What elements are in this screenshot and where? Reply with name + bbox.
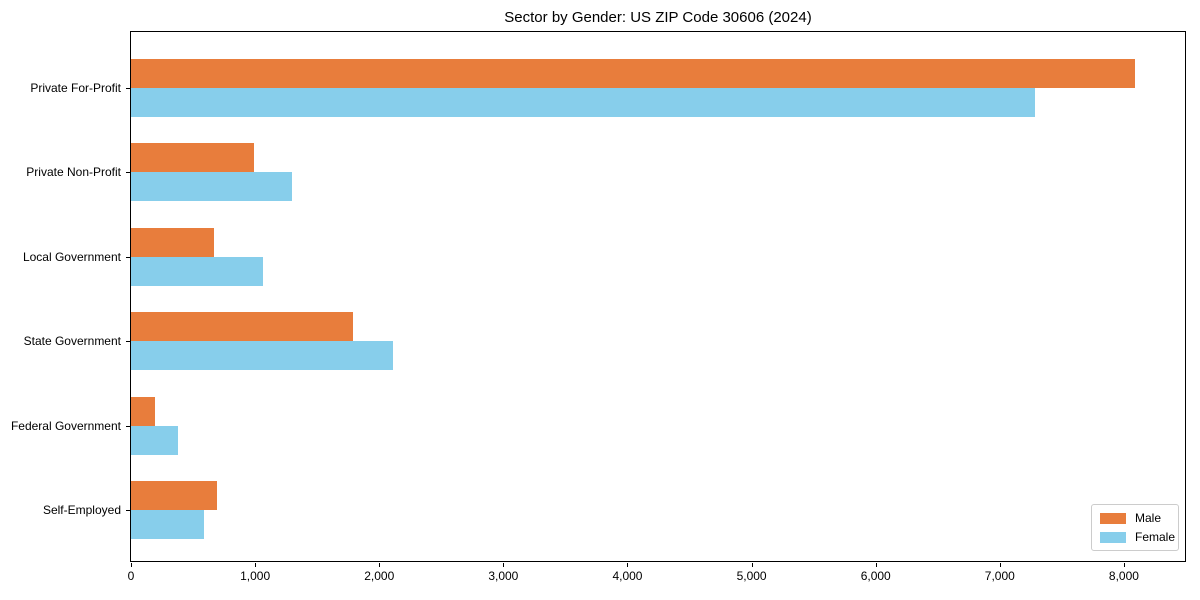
x-tick-mark bbox=[503, 563, 504, 567]
bar-female-federal-government bbox=[131, 425, 178, 455]
legend-swatch-male-icon bbox=[1100, 512, 1126, 524]
y-axis-label-federal-government: Federal Government bbox=[10, 418, 121, 433]
bar-female-local-government bbox=[131, 256, 263, 286]
legend-label-female: Female bbox=[1135, 530, 1176, 544]
y-tick-mark bbox=[126, 341, 130, 342]
x-tick-mark bbox=[627, 563, 628, 567]
chart-title: Sector by Gender: US ZIP Code 30606 (202… bbox=[504, 9, 812, 26]
legend-item-female: Female bbox=[1100, 530, 1175, 544]
x-axis-tick-label: 5,000 bbox=[736, 569, 767, 583]
x-axis-tick-label: 3,000 bbox=[488, 569, 519, 583]
y-tick-mark bbox=[126, 88, 130, 89]
bar-male-federal-government bbox=[131, 396, 155, 426]
y-axis-label-local-government: Local Government bbox=[22, 249, 121, 264]
x-axis-tick-label: 1,000 bbox=[240, 569, 271, 583]
x-axis-tick-label: 2,000 bbox=[364, 569, 395, 583]
x-tick-mark bbox=[752, 563, 753, 567]
y-axis-label-state-government: State Government bbox=[23, 334, 121, 349]
x-tick-mark bbox=[131, 563, 132, 567]
x-axis-tick-label: 4,000 bbox=[612, 569, 643, 583]
x-tick-mark bbox=[1000, 563, 1001, 567]
x-tick-mark bbox=[876, 563, 877, 567]
legend-swatch-female-icon bbox=[1100, 531, 1126, 543]
bar-female-self-employed bbox=[131, 510, 204, 539]
bar-male-private-non-profit bbox=[131, 143, 254, 173]
x-axis-tick-label: 7,000 bbox=[984, 569, 1015, 583]
x-tick-mark bbox=[255, 563, 256, 567]
x-axis-tick-label: 6,000 bbox=[860, 569, 891, 583]
y-tick-mark bbox=[126, 257, 130, 258]
y-axis-label-private-for-profit: Private For-Profit bbox=[30, 81, 121, 95]
legend: Male Female bbox=[1091, 504, 1179, 551]
y-tick-mark bbox=[126, 426, 130, 427]
bar-male-self-employed bbox=[131, 481, 217, 510]
plot-area: Male Female bbox=[130, 31, 1186, 562]
x-tick-mark bbox=[1124, 563, 1125, 567]
legend-label-male: Male bbox=[1135, 511, 1162, 525]
y-tick-mark bbox=[126, 172, 130, 173]
bar-female-private-non-profit bbox=[131, 172, 292, 202]
bar-female-private-for-profit bbox=[131, 88, 1035, 117]
bar-female-state-government bbox=[131, 341, 393, 371]
y-axis-label-self-employed: Self-Employed bbox=[42, 503, 121, 517]
x-axis-tick-label: 0 bbox=[127, 569, 135, 583]
x-tick-mark bbox=[379, 563, 380, 567]
legend-item-male: Male bbox=[1100, 511, 1170, 525]
bar-male-state-government bbox=[131, 312, 353, 342]
y-axis-label-private-non-profit: Private Non-Profit bbox=[26, 165, 121, 180]
bar-male-local-government bbox=[131, 227, 214, 257]
y-tick-mark bbox=[126, 510, 130, 511]
bar-male-private-for-profit bbox=[131, 59, 1135, 88]
x-axis-tick-label: 8,000 bbox=[1108, 569, 1139, 583]
